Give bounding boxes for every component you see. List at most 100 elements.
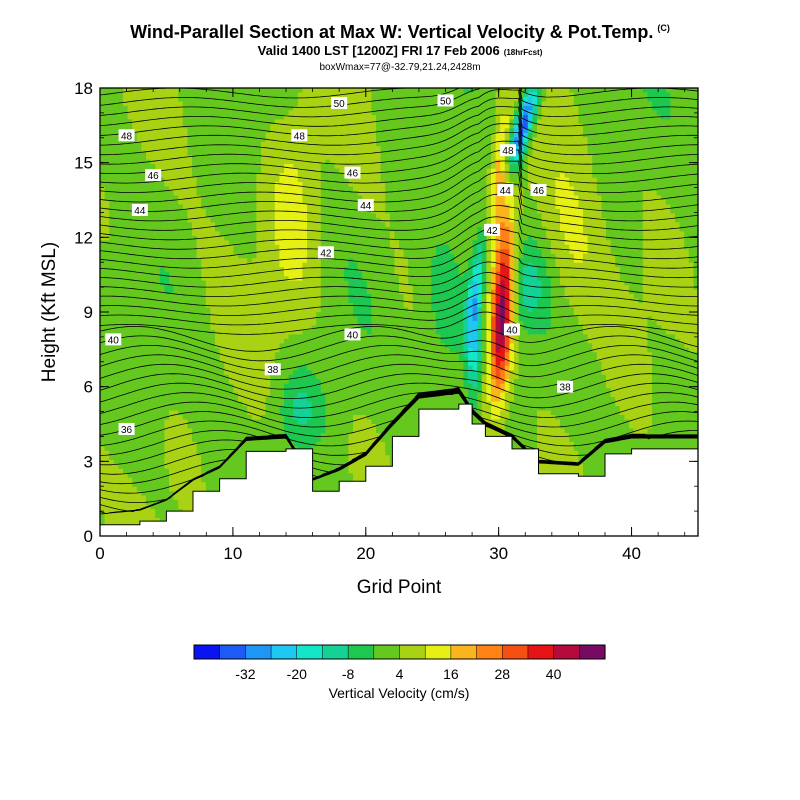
field-cell	[481, 186, 487, 192]
field-cell	[146, 231, 152, 237]
field-cell	[454, 88, 460, 94]
field-cell	[141, 249, 147, 255]
field-cell	[550, 168, 556, 174]
field-cell	[514, 141, 520, 147]
field-cell	[615, 128, 621, 134]
field-cell	[155, 164, 161, 170]
field-cell	[348, 213, 354, 219]
field-cell	[205, 119, 211, 125]
field-cell	[560, 195, 566, 201]
field-cell	[205, 177, 211, 183]
field-cell	[118, 101, 124, 107]
field-cell	[633, 182, 639, 188]
field-cell	[573, 182, 579, 188]
field-cell	[118, 173, 124, 179]
field-cell	[560, 226, 566, 232]
field-cell	[472, 208, 478, 215]
field-cell	[297, 96, 303, 103]
field-cell	[403, 101, 409, 107]
field-cell	[394, 244, 400, 250]
field-cell	[532, 146, 538, 152]
field-cell	[293, 249, 299, 255]
field-cell	[113, 244, 119, 250]
field-cell	[353, 226, 359, 232]
field-cell	[348, 92, 354, 98]
field-cell	[238, 132, 244, 138]
field-cell	[504, 235, 510, 241]
field-cell	[633, 114, 639, 120]
field-cell	[477, 168, 483, 174]
field-cell	[592, 168, 598, 174]
field-cell	[380, 182, 386, 188]
field-cell	[417, 159, 423, 165]
field-cell	[100, 173, 106, 179]
field-cell	[270, 168, 276, 174]
field-cell	[224, 96, 230, 103]
field-cell	[509, 173, 515, 179]
field-cell	[362, 119, 368, 125]
field-cell	[592, 249, 598, 255]
field-cell	[302, 244, 308, 250]
field-cell	[270, 186, 276, 192]
field-cell	[366, 177, 372, 183]
field-cell	[601, 92, 607, 98]
field-cell	[688, 141, 694, 147]
field-cell	[330, 200, 336, 206]
field-cell	[320, 195, 326, 201]
field-cell	[518, 105, 524, 111]
field-cell	[679, 123, 685, 129]
field-cell	[353, 105, 359, 111]
field-cell	[610, 92, 616, 98]
field-cell	[578, 168, 584, 174]
field-cell	[187, 96, 193, 103]
field-cell	[109, 240, 115, 246]
field-cell	[311, 137, 317, 143]
field-cell	[123, 182, 129, 188]
field-cell	[435, 155, 441, 161]
field-cell	[477, 200, 483, 206]
field-cell	[293, 123, 299, 129]
field-cell	[500, 114, 506, 120]
field-cell	[569, 119, 575, 125]
field-cell	[422, 88, 428, 94]
field-cell	[159, 141, 165, 147]
field-cell	[440, 114, 446, 120]
field-cell	[169, 132, 175, 138]
field-cell	[178, 114, 184, 120]
field-cell	[182, 168, 188, 174]
field-cell	[293, 195, 299, 201]
field-cell	[592, 155, 598, 161]
field-cell	[665, 105, 671, 111]
field-cell	[555, 146, 561, 152]
field-cell	[619, 155, 625, 161]
field-cell	[362, 96, 368, 103]
field-cell	[449, 173, 455, 179]
field-cell	[454, 101, 460, 107]
field-cell	[514, 235, 520, 241]
field-cell	[371, 191, 377, 197]
field-cell	[399, 88, 405, 94]
field-cell	[583, 119, 589, 125]
field-cell	[647, 200, 653, 206]
field-cell	[638, 249, 644, 255]
field-cell	[647, 101, 653, 107]
field-cell	[334, 114, 340, 120]
field-cell	[366, 186, 372, 192]
field-cell	[647, 159, 653, 165]
field-cell	[385, 182, 391, 188]
field-cell	[385, 88, 391, 94]
field-cell	[491, 105, 497, 111]
field-cell	[458, 146, 464, 152]
field-cell	[320, 182, 326, 188]
field-cell	[376, 132, 382, 138]
field-cell	[155, 258, 161, 264]
field-cell	[247, 182, 253, 188]
field-cell	[426, 101, 432, 107]
field-cell	[196, 200, 202, 206]
field-cell	[224, 150, 230, 156]
field-cell	[509, 114, 515, 120]
field-cell	[182, 173, 188, 179]
field-cell	[159, 249, 165, 255]
field-cell	[665, 173, 671, 179]
field-cell	[307, 88, 313, 94]
